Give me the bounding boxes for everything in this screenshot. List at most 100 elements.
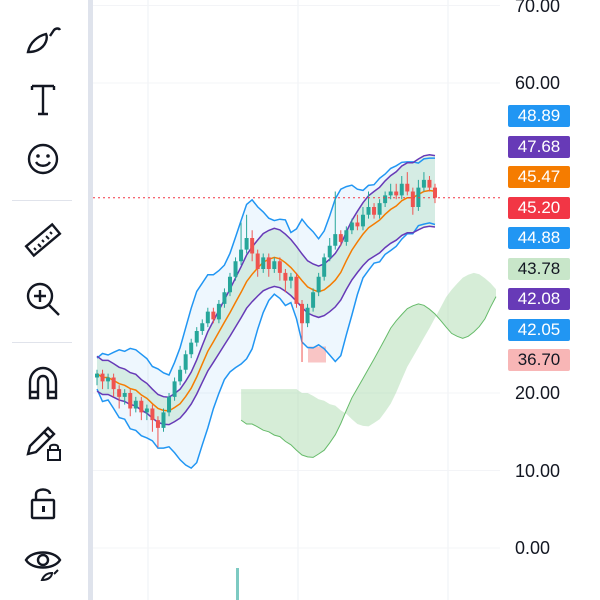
candle — [211, 307, 216, 324]
candle-body — [366, 207, 371, 215]
candle — [139, 396, 144, 421]
candle-body — [255, 253, 260, 269]
moving-average — [96, 189, 436, 412]
lock-drawings-tool[interactable] — [18, 418, 68, 468]
price-badge: 36.70 — [508, 349, 570, 371]
candle-body — [144, 408, 149, 413]
price-badge: 45.20 — [508, 196, 570, 219]
candle-body — [383, 195, 388, 204]
candle — [194, 327, 199, 347]
candle — [122, 389, 127, 405]
candle-body — [288, 276, 293, 281]
candle — [333, 191, 338, 250]
candle-body — [410, 191, 415, 207]
candle — [377, 199, 382, 219]
candle-body — [222, 292, 227, 304]
brush-icon — [26, 27, 62, 54]
candle-body — [405, 183, 410, 192]
ruler-tool[interactable] — [18, 216, 68, 266]
candle — [421, 172, 426, 192]
candle-body — [344, 230, 349, 242]
candle — [399, 176, 404, 200]
zoom-tool[interactable] — [18, 274, 68, 324]
candle-body — [155, 420, 160, 428]
candle — [239, 222, 244, 266]
candle — [106, 373, 111, 390]
candle-body — [283, 272, 288, 281]
candle-body — [117, 389, 122, 397]
candle — [189, 338, 194, 359]
chart-canvas[interactable] — [93, 0, 500, 600]
candle — [294, 272, 299, 308]
candle-body — [433, 187, 437, 198]
candle — [128, 389, 133, 417]
candle — [300, 300, 305, 362]
candle-body — [377, 203, 382, 215]
candle-body — [211, 311, 216, 320]
candle — [255, 249, 260, 277]
candle — [178, 365, 183, 386]
magnet-tool[interactable] — [18, 358, 68, 408]
candle — [316, 272, 321, 297]
candle-body — [349, 222, 354, 231]
hide-tool[interactable] — [18, 538, 68, 588]
price-tick-label: 10.00 — [515, 460, 561, 481]
candle — [338, 230, 343, 246]
candle-body — [300, 303, 305, 324]
candle-body — [106, 377, 111, 382]
candle-body — [266, 257, 271, 269]
candle-body — [227, 276, 232, 293]
candle-body — [167, 396, 172, 413]
drawing-toolbar — [0, 0, 86, 600]
candle — [349, 218, 354, 235]
candle — [222, 288, 227, 308]
candle-body — [305, 307, 310, 324]
candle-body — [421, 179, 426, 188]
candle-body — [394, 191, 399, 196]
candle-body — [261, 257, 266, 269]
candle — [100, 369, 105, 390]
candle-body — [233, 261, 238, 277]
emoji-tool[interactable] — [18, 134, 68, 184]
bollinger-fill — [97, 158, 435, 469]
candle-body — [161, 412, 166, 428]
candle — [305, 303, 310, 328]
candle-body — [205, 311, 210, 324]
candle-body — [316, 276, 321, 293]
candle — [172, 377, 177, 401]
zoom-in-icon — [26, 282, 60, 316]
magnet-icon — [28, 366, 58, 400]
brush-tool[interactable] — [18, 16, 68, 66]
price-badge: 48.89 — [508, 105, 570, 127]
candle-body — [388, 191, 393, 196]
candle-body — [95, 373, 99, 378]
candle — [410, 187, 415, 215]
candle — [200, 319, 205, 335]
candle — [355, 214, 360, 231]
candle — [360, 207, 365, 231]
volume-bar — [236, 568, 239, 600]
price-badge: 47.68 — [508, 135, 570, 158]
candle — [394, 183, 399, 200]
candle — [366, 191, 371, 219]
candle-body — [360, 214, 365, 227]
candle-body — [172, 381, 177, 397]
candle-body — [427, 179, 432, 188]
text-tool[interactable] — [18, 74, 68, 124]
text-icon — [30, 84, 56, 116]
eye-brush-icon — [24, 551, 62, 582]
candle — [433, 183, 437, 204]
lock-all-tool[interactable] — [18, 478, 68, 528]
candle-body — [111, 377, 116, 390]
candle — [427, 176, 432, 192]
candle-body — [372, 207, 377, 215]
cloud-bear-segment — [308, 346, 326, 363]
candle — [144, 404, 149, 421]
candle-body — [189, 342, 194, 355]
candle-body — [239, 249, 244, 262]
price-badge: 45.47 — [508, 166, 570, 188]
candle-body — [139, 400, 144, 413]
chart-grid — [93, 0, 500, 600]
candle — [405, 172, 410, 196]
price-tick-label: 60.00 — [515, 73, 561, 93]
